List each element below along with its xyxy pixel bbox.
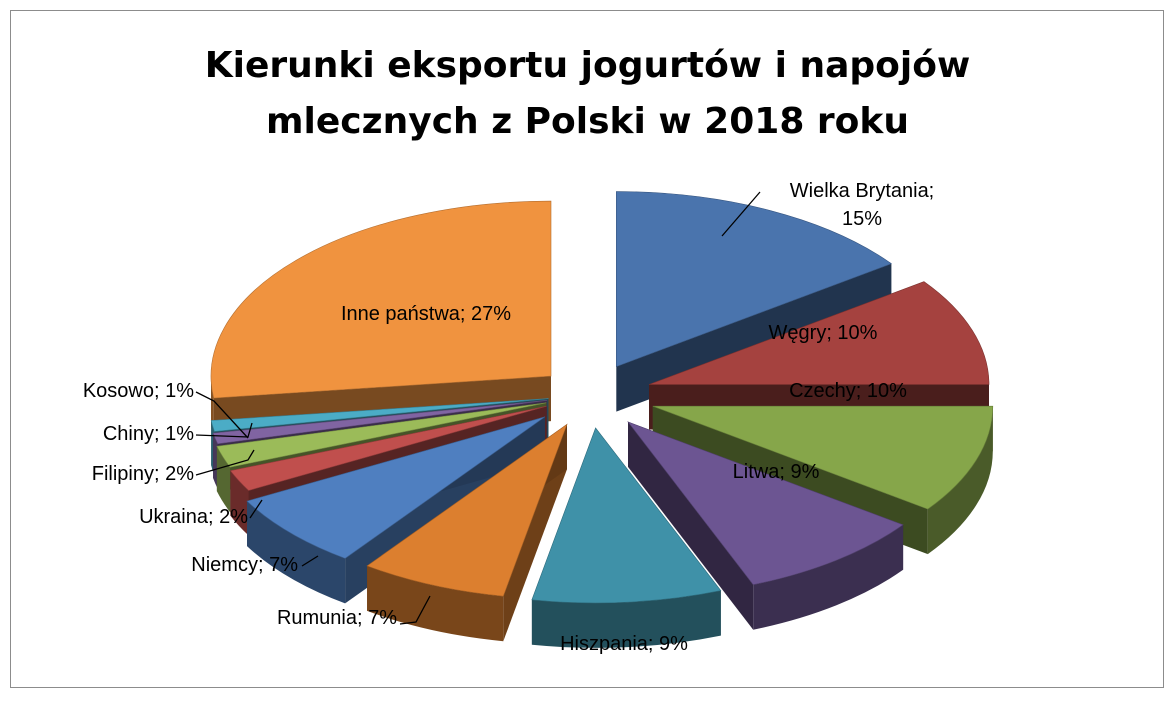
slice-rumunia	[366, 423, 568, 642]
slice-top	[212, 400, 548, 445]
slice-wall	[927, 406, 993, 555]
slice-wall	[230, 470, 249, 536]
slice-top	[648, 281, 990, 385]
slice-top	[652, 405, 994, 510]
slice-top	[246, 416, 546, 559]
slice-top	[366, 423, 568, 597]
slice-top	[616, 191, 893, 368]
data-label: Rumunia; 7%	[277, 607, 397, 629]
data-label: Kosowo; 1%	[83, 380, 194, 402]
leader-line	[721, 191, 761, 237]
slice-wall	[367, 565, 504, 642]
leader-line	[195, 422, 253, 438]
slice-top	[216, 402, 547, 468]
chart-title-line-2: mlecznych z Polski w 2018 roku	[266, 101, 909, 142]
leader-line	[195, 449, 255, 476]
data-label: Inne państwa; 27%	[341, 303, 511, 325]
data-label: Filipiny; 2%	[92, 463, 194, 485]
slice-top	[627, 421, 904, 586]
chart-title-line-1: Kierunki eksportu jogurtów i napojów	[204, 45, 971, 86]
leader-line	[399, 595, 431, 625]
chart-title: Kierunki eksportu jogurtów i napojów mle…	[0, 38, 1175, 150]
leader-line	[195, 391, 249, 439]
leader-line	[249, 499, 263, 519]
slice-top	[229, 405, 547, 491]
leader-lines	[195, 191, 761, 625]
slice-top	[210, 398, 549, 432]
slice-wall	[531, 590, 721, 648]
leader-line	[301, 555, 319, 567]
data-label: Czechy; 10%	[789, 380, 907, 402]
data-label: Hiszpania; 9%	[560, 633, 688, 655]
data-label: Węgry; 10%	[769, 322, 878, 344]
slice-top	[531, 427, 722, 604]
data-labels: Wielka Brytania; 15% Węgry; 10% Czechy; 10%…	[83, 180, 934, 655]
data-label: Niemcy; 7%	[191, 554, 298, 576]
slice-hiszpania	[531, 427, 722, 648]
slice-wall	[213, 433, 218, 489]
slice-top	[210, 200, 552, 399]
data-label: Wielka Brytania; 15%	[790, 180, 935, 230]
slice-wall	[753, 524, 904, 630]
slice-side	[628, 421, 754, 630]
pie-slices	[210, 191, 994, 648]
data-label: Ukraina; 2%	[139, 506, 248, 528]
data-label: Litwa; 9%	[733, 461, 820, 483]
data-label: Chiny; 1%	[103, 423, 194, 445]
slice-litwa	[627, 421, 904, 630]
slice-wall	[247, 501, 346, 604]
